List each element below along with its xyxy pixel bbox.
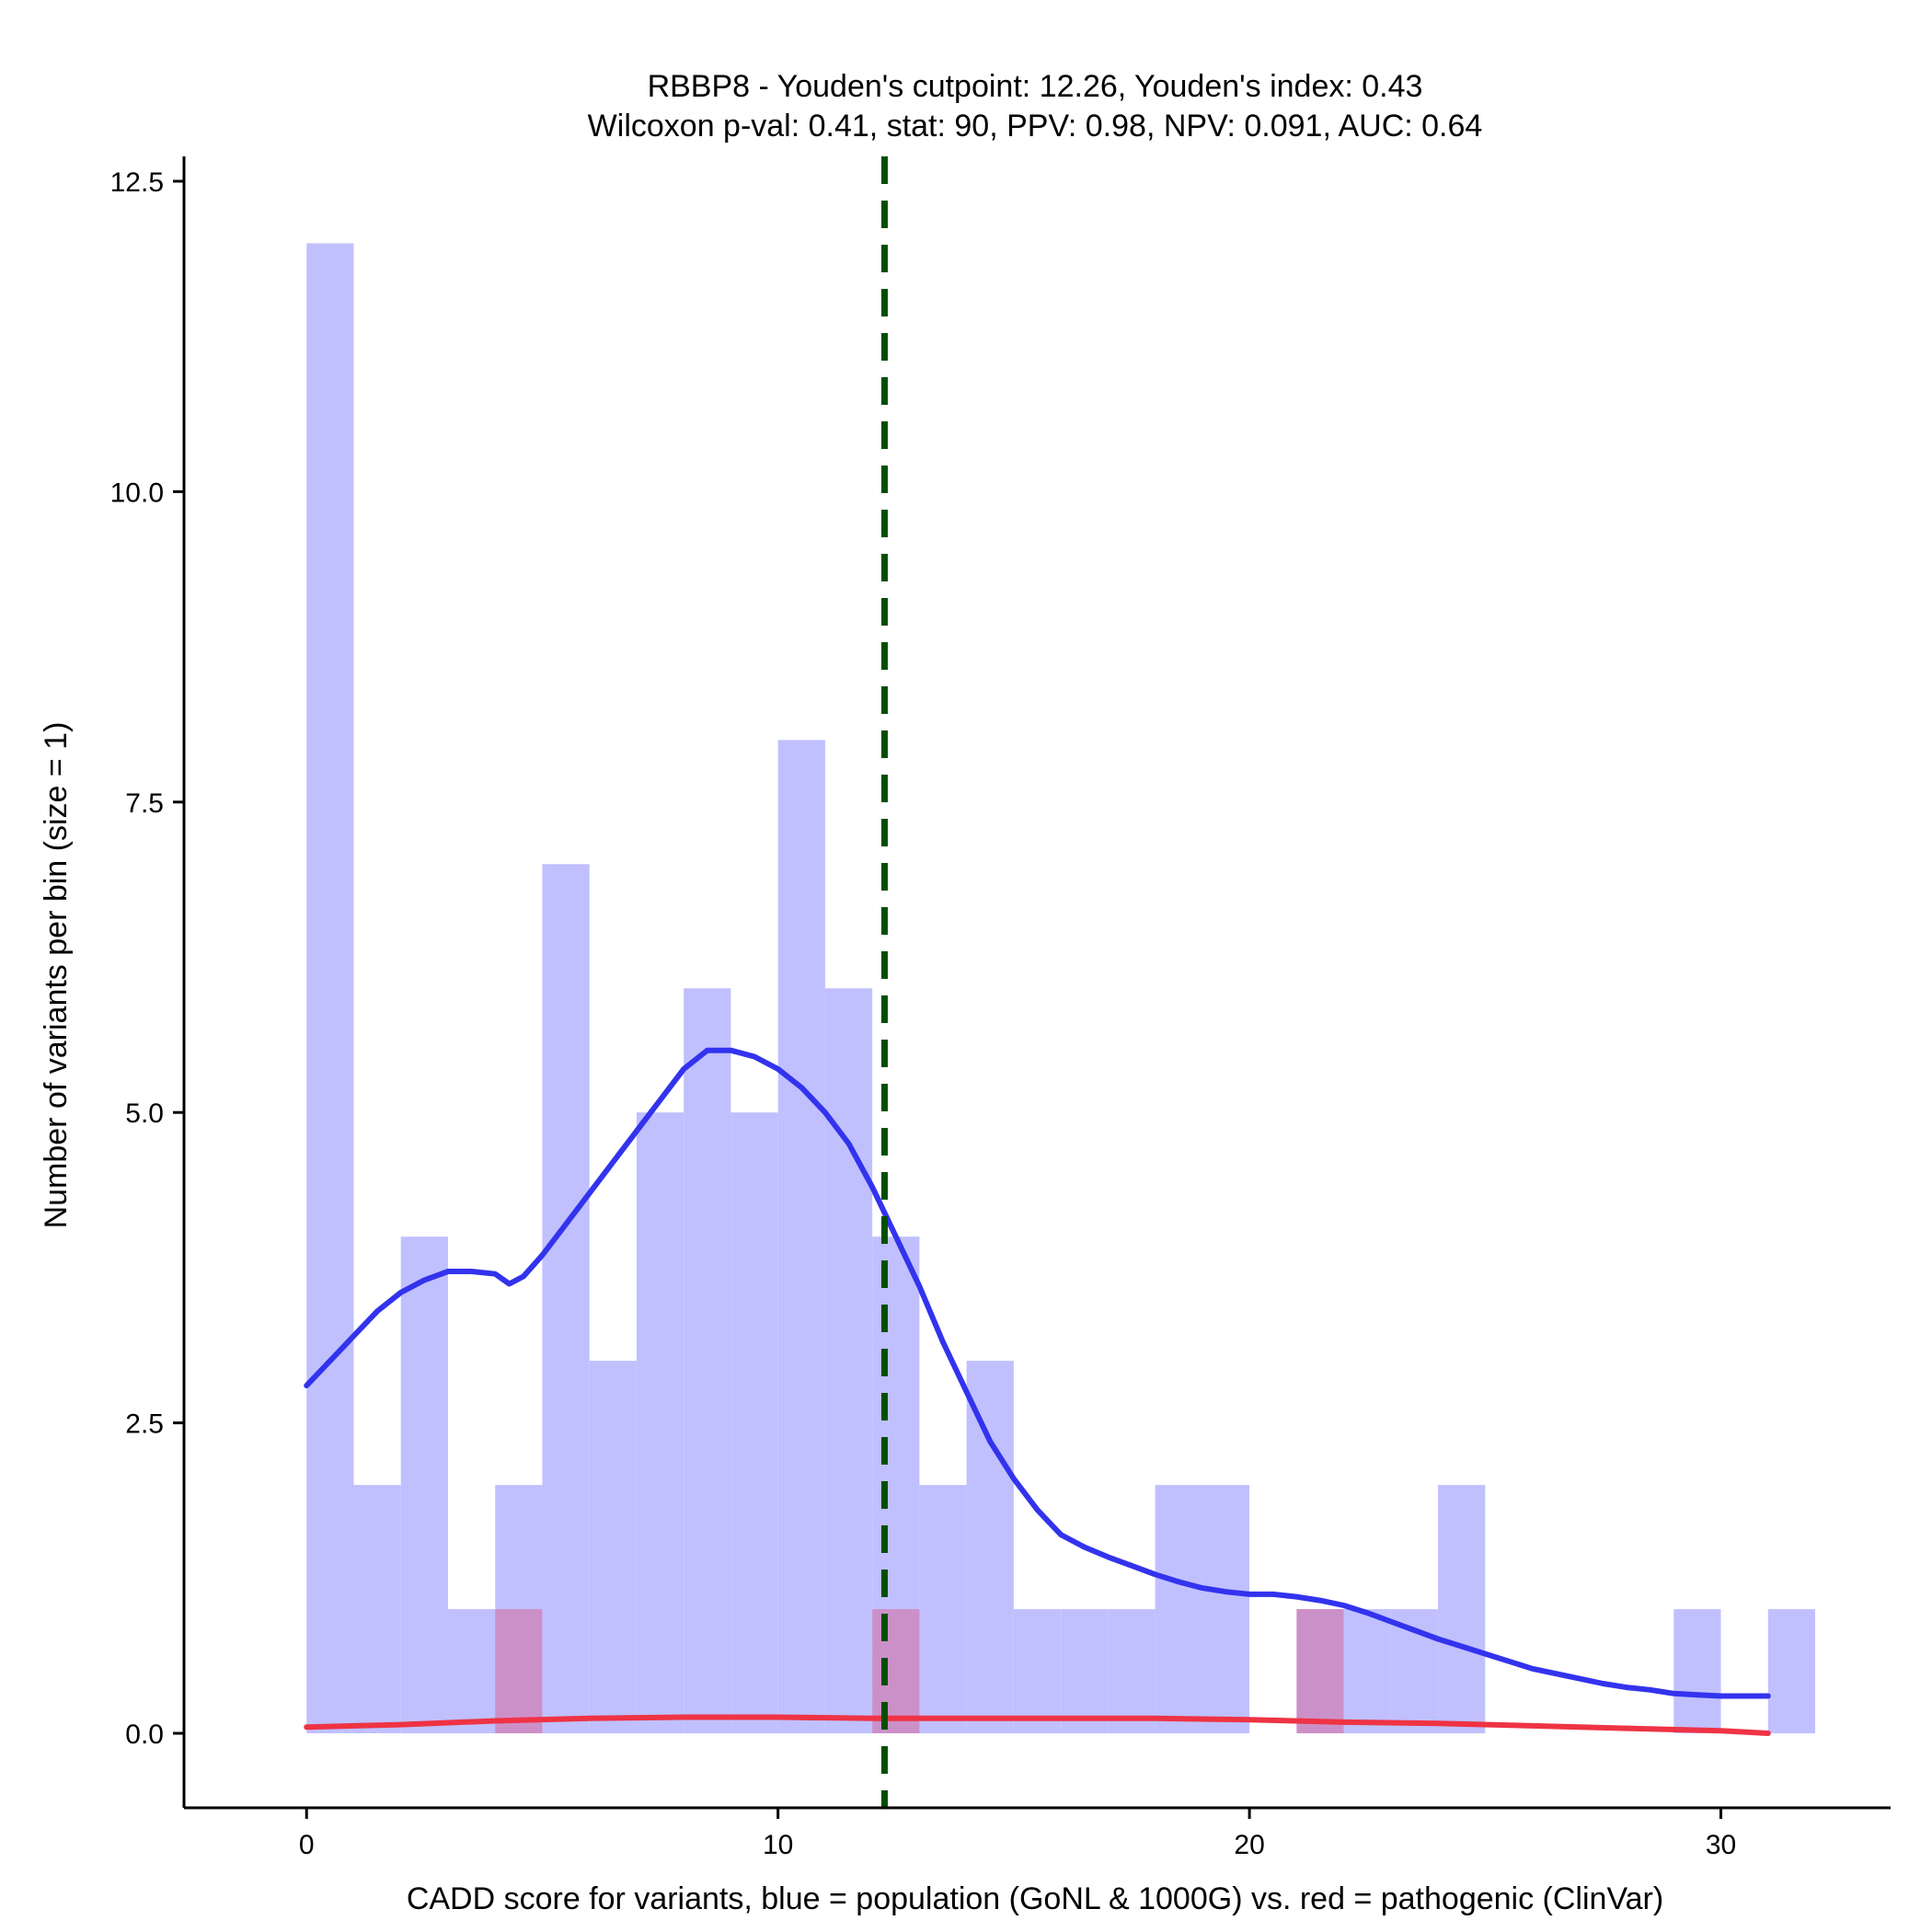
population-bar	[684, 988, 731, 1734]
population-bar	[1438, 1485, 1486, 1734]
chart-title: RBBP8 - Youden's cutpoint: 12.26, Youden…	[648, 69, 1423, 104]
population-bar	[306, 243, 354, 1734]
pathogenic-bar	[872, 1609, 920, 1734]
y-axis-label: Number of variants per bin (size = 1)	[39, 722, 74, 1229]
x-axis-label: CADD score for variants, blue = populati…	[407, 1881, 1663, 1916]
tick-labels: 0.0 2.5 5.0 7.5 10.0 12.5 0 10 20 30	[110, 167, 1737, 1860]
population-bar	[1155, 1485, 1202, 1734]
population-bar	[1673, 1609, 1721, 1734]
pathogenic-bars	[495, 1609, 1344, 1734]
y-tick-label: 2.5	[125, 1409, 164, 1440]
population-bar	[1343, 1609, 1391, 1734]
population-bar	[636, 1112, 684, 1734]
population-bar	[1202, 1485, 1250, 1734]
x-tick-label: 10	[763, 1830, 793, 1860]
pathogenic-bar	[1296, 1609, 1344, 1734]
axes	[173, 156, 1891, 1819]
y-tick-label: 5.0	[125, 1098, 164, 1129]
population-bar	[400, 1236, 448, 1734]
x-tick-label: 0	[299, 1830, 315, 1860]
population-bar	[824, 988, 873, 1734]
chart-subtitle: Wilcoxon p-val: 0.41, stat: 90, PPV: 0.9…	[588, 109, 1483, 144]
population-bars	[306, 243, 1816, 1734]
population-bar	[447, 1609, 496, 1734]
y-tick-label: 0.0	[125, 1719, 164, 1750]
y-tick-label: 10.0	[110, 477, 164, 508]
population-bar	[919, 1485, 967, 1734]
pathogenic-bar	[495, 1609, 543, 1734]
population-bar	[1767, 1609, 1816, 1734]
population-density-line	[304, 1047, 1771, 1699]
population-bar	[1061, 1609, 1109, 1734]
population-bar	[966, 1361, 1014, 1734]
y-tick-label: 12.5	[110, 167, 164, 198]
population-bar	[1013, 1609, 1062, 1734]
x-tick-label: 30	[1706, 1830, 1736, 1860]
population-bar	[353, 1485, 401, 1734]
population-bar	[542, 864, 590, 1734]
y-tick-label: 7.5	[125, 788, 164, 819]
population-bar	[1108, 1609, 1156, 1734]
pathogenic-density-line	[304, 1714, 1771, 1736]
density-lines	[304, 1047, 1771, 1736]
population-bar	[589, 1361, 637, 1734]
population-bar	[777, 740, 825, 1734]
population-bar	[730, 1112, 778, 1734]
x-tick-label: 20	[1234, 1830, 1264, 1860]
